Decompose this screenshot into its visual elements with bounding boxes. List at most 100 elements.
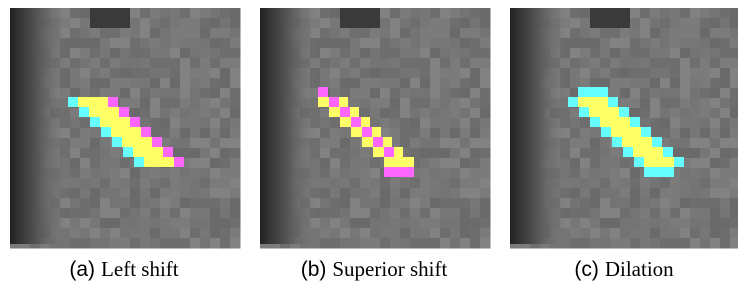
mask-pixel xyxy=(130,117,140,127)
mask-pixel xyxy=(110,117,120,127)
mask-pixel xyxy=(338,97,348,107)
mask-pixel xyxy=(120,117,130,127)
mask-pixel xyxy=(611,127,621,137)
mask-pixel xyxy=(632,137,642,147)
mask-pixel xyxy=(588,87,598,97)
mask-pixel xyxy=(599,107,609,117)
mask-pixel xyxy=(622,137,632,147)
mask-pixel xyxy=(362,127,372,137)
mask-pixel xyxy=(122,137,132,147)
mask-pixel xyxy=(144,157,154,167)
captions: (a) Left shift (b)Superior shift (c) Dilatio… xyxy=(69,257,674,281)
mask-pixel xyxy=(174,157,184,167)
mask-pixel xyxy=(111,127,121,137)
mask-pixel xyxy=(654,167,664,177)
mask-pixel xyxy=(373,147,383,157)
panels xyxy=(10,8,738,249)
mask-pixel xyxy=(351,127,361,137)
mask-pixel xyxy=(164,157,174,167)
mask-pixel xyxy=(88,97,98,107)
caption-label: (a) xyxy=(69,258,95,281)
mask-pixel xyxy=(134,157,144,167)
mask-pixel xyxy=(121,127,131,137)
mask-pixel xyxy=(329,97,339,107)
caption: (c) Dilation xyxy=(574,257,674,281)
mask-pixel xyxy=(642,137,652,147)
mask-pixel xyxy=(133,147,143,157)
mask-pixel xyxy=(644,167,654,177)
mask-pixel xyxy=(360,117,370,127)
mask-pixel xyxy=(612,137,622,147)
mask-pixel xyxy=(653,147,663,157)
mask-pixel xyxy=(393,147,403,157)
mask-pixel xyxy=(568,97,578,107)
mask-pixel xyxy=(79,107,89,117)
mask-pixel xyxy=(340,107,350,117)
figure: (a) Left shift (b)Superior shift (c) Dilatio… xyxy=(0,0,738,284)
mask-pixel xyxy=(152,137,162,147)
mask-pixel xyxy=(123,147,133,157)
image-panel xyxy=(260,8,491,249)
mask-pixel xyxy=(643,147,653,157)
mask-pixel xyxy=(600,117,610,127)
mask-pixel xyxy=(578,87,588,97)
mask-pixel xyxy=(404,167,414,177)
mask-pixel xyxy=(351,117,361,127)
mask-pixel xyxy=(318,97,328,107)
shade xyxy=(260,8,488,244)
mask-pixel xyxy=(163,147,173,157)
mask-pixel xyxy=(132,137,142,147)
mask-pixel xyxy=(143,147,153,157)
mask-pixel xyxy=(579,107,589,117)
caption-label: (b) xyxy=(301,258,327,281)
mask-pixel xyxy=(101,127,111,137)
mask-pixel xyxy=(340,117,350,127)
mask-pixel xyxy=(652,137,662,147)
mask-pixel xyxy=(641,127,651,137)
mask-pixel xyxy=(112,137,122,147)
mask-pixel xyxy=(634,157,644,167)
mask-pixel xyxy=(89,107,99,117)
mask-pixel xyxy=(68,97,78,107)
mask-pixel xyxy=(108,97,118,107)
mask-pixel xyxy=(119,107,129,117)
caption-text: Superior shift xyxy=(332,257,447,281)
mask-pixel xyxy=(630,117,640,127)
mask-pixel xyxy=(404,157,414,167)
mask-pixel xyxy=(621,127,631,137)
mask-pixel xyxy=(608,97,618,107)
mask-pixel xyxy=(98,97,108,107)
mask-pixel xyxy=(371,127,381,137)
mask-pixel xyxy=(590,117,600,127)
mask-pixel xyxy=(633,147,643,157)
image-panel xyxy=(10,8,241,249)
mask-pixel xyxy=(664,167,674,177)
mask-pixel xyxy=(99,107,109,117)
mask-pixel xyxy=(384,147,394,157)
mask-pixel xyxy=(384,157,394,167)
mask-pixel xyxy=(674,157,684,167)
mask-pixel xyxy=(598,87,608,97)
mask-pixel xyxy=(384,167,394,177)
mask-pixel xyxy=(362,137,372,147)
mask-pixel xyxy=(373,137,383,147)
mask-pixel xyxy=(610,117,620,127)
mask-pixel xyxy=(588,97,598,107)
mask-pixel xyxy=(382,137,392,147)
image-panel xyxy=(510,8,738,249)
caption: (a) Left shift xyxy=(69,257,178,281)
caption: (b)Superior shift xyxy=(301,257,448,281)
caption-text: Dilation xyxy=(605,257,674,281)
mask-pixel xyxy=(153,147,163,157)
mask-pixel xyxy=(619,107,629,117)
mask-pixel xyxy=(601,127,611,137)
mask-pixel xyxy=(598,97,608,107)
mask-pixel xyxy=(131,127,141,137)
caption-label: (c) xyxy=(574,258,599,281)
mask-pixel xyxy=(78,97,88,107)
caption-text: Left shift xyxy=(101,257,179,281)
mask-pixel xyxy=(609,107,619,117)
mask-pixel xyxy=(589,107,599,117)
mask-pixel xyxy=(90,117,100,127)
mask-pixel xyxy=(318,87,328,97)
